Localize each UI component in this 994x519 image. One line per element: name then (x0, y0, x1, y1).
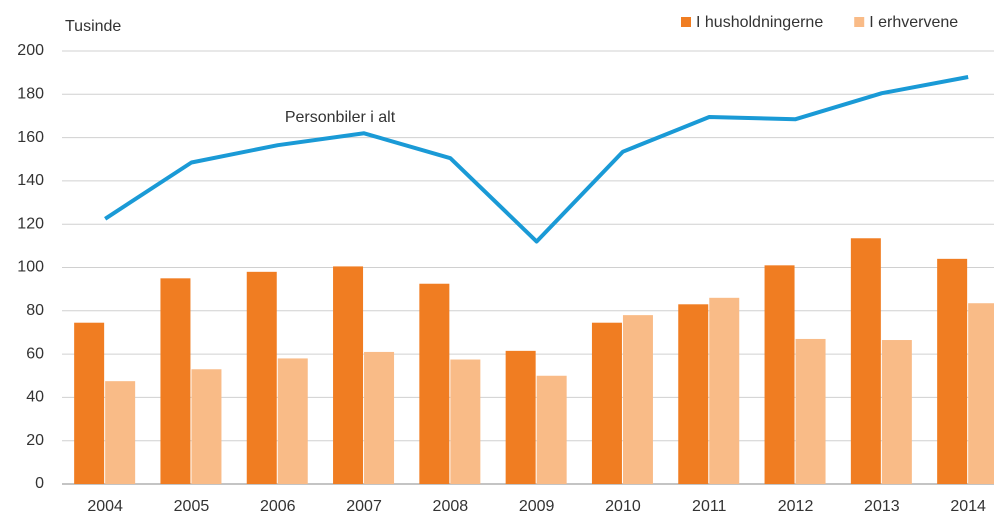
y-tick-label: 20 (26, 432, 44, 449)
x-tick-label: 2008 (433, 498, 469, 515)
x-tick-label: 2009 (519, 498, 555, 515)
y-tick-label: 160 (17, 129, 44, 146)
bar (764, 265, 795, 484)
y-tick-label: 60 (26, 345, 44, 362)
x-tick-label: 2007 (346, 498, 382, 515)
bar (74, 322, 105, 484)
line (104, 75, 969, 244)
bar (536, 375, 567, 484)
x-tick-label: 2005 (174, 498, 210, 515)
bar (850, 238, 881, 484)
bar (450, 359, 481, 484)
y-tick-label: 140 (17, 172, 44, 189)
x-tick-label: 2012 (778, 498, 814, 515)
x-tick-label: 2013 (864, 498, 900, 515)
bar (881, 340, 912, 484)
bar (105, 381, 136, 484)
y-tick-label: 0 (35, 475, 44, 492)
bar (709, 297, 740, 484)
bar (795, 338, 826, 484)
legend-swatch (681, 17, 691, 27)
x-tick-label: 2006 (260, 498, 296, 515)
bar (937, 258, 968, 484)
bar (591, 322, 622, 484)
x-tick-label: 2004 (87, 498, 123, 515)
legend-label: I husholdningerne (696, 14, 823, 31)
x-tick-label: 2011 (692, 498, 727, 515)
bar (505, 350, 536, 484)
y-tick-label: 200 (17, 42, 44, 59)
y-tick-label: 80 (26, 302, 44, 319)
line-annotation: Personbiler i alt (285, 109, 396, 126)
bar (333, 266, 364, 484)
bar (160, 278, 191, 484)
bar (419, 283, 450, 484)
bar (364, 351, 395, 484)
y-tick-label: 100 (17, 259, 44, 276)
y-axis-label: Tusinde (65, 18, 121, 35)
x-tick-label: 2014 (950, 498, 986, 515)
x-tick-label: 2010 (605, 498, 641, 515)
bar (968, 303, 994, 484)
y-tick-label: 40 (26, 389, 44, 406)
bar (277, 358, 308, 484)
bar (622, 315, 653, 484)
legend-swatch (854, 17, 865, 27)
bar (191, 369, 222, 484)
y-tick-label: 180 (17, 86, 44, 103)
bar (246, 271, 277, 484)
y-tick-label: 120 (17, 215, 44, 232)
bar (678, 304, 709, 484)
legend-label: I erhvervene (869, 14, 958, 31)
